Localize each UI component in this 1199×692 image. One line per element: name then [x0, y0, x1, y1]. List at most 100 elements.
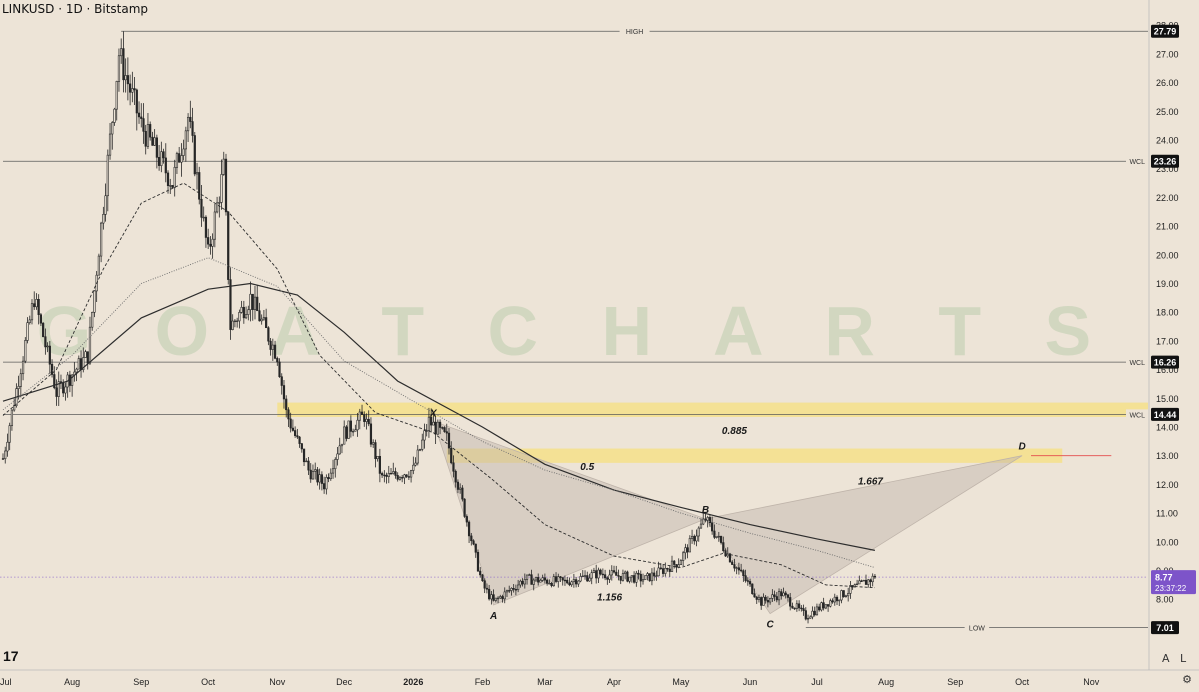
- candle: [648, 573, 651, 582]
- candle-body: [131, 88, 134, 93]
- candle-body: [731, 561, 734, 565]
- candle: [282, 379, 286, 409]
- candle: [4, 446, 7, 464]
- candle-body: [586, 575, 589, 582]
- x-tick-label: May: [672, 677, 690, 687]
- candle: [775, 592, 778, 603]
- candle-body: [363, 414, 366, 422]
- candle-body: [46, 345, 49, 348]
- candle: [405, 474, 408, 478]
- candles-group[interactable]: [1, 31, 877, 624]
- candle-body: [84, 351, 87, 358]
- candle: [158, 144, 161, 171]
- y-tick-label: 15.00: [1156, 394, 1179, 404]
- candle: [17, 375, 20, 400]
- candle-body: [748, 581, 752, 585]
- candle: [24, 337, 27, 364]
- candle: [213, 203, 216, 248]
- candle-body: [661, 568, 665, 574]
- candle-body: [39, 314, 43, 324]
- supply-zone-1[interactable]: [446, 448, 1063, 463]
- candle-body: [496, 597, 500, 600]
- candle-body: [869, 579, 872, 583]
- candle-body: [102, 214, 105, 224]
- candle-body: [708, 517, 712, 524]
- candle-body: [452, 462, 455, 472]
- candle: [325, 474, 328, 495]
- candle: [835, 595, 839, 606]
- candle: [247, 305, 250, 321]
- candle-body: [459, 487, 462, 490]
- pattern-triangle-xab[interactable]: [432, 420, 707, 606]
- candle-body: [213, 211, 216, 240]
- pattern-triangle-bcd[interactable]: [704, 455, 1023, 615]
- candle-body: [744, 575, 747, 581]
- candle: [227, 211, 230, 285]
- gear-icon[interactable]: ⚙: [1182, 674, 1192, 686]
- candle: [432, 412, 435, 426]
- candle-body: [71, 374, 74, 386]
- candle: [561, 577, 564, 586]
- candle-body: [88, 326, 92, 364]
- candle-body: [646, 573, 649, 576]
- candle-body: [48, 345, 51, 365]
- candle: [603, 569, 607, 581]
- candle-body: [523, 579, 526, 585]
- candle: [871, 573, 874, 587]
- candle-body: [434, 421, 437, 435]
- candle-body: [606, 577, 609, 580]
- candle-body: [855, 583, 859, 586]
- candle-body: [599, 569, 602, 575]
- candle-body: [122, 48, 125, 81]
- candle-body: [380, 473, 384, 476]
- candle-body: [356, 419, 359, 431]
- candle: [137, 101, 141, 124]
- moving-average-solid[interactable]: [2, 282, 876, 551]
- candle: [236, 317, 239, 328]
- candle-body: [37, 299, 40, 315]
- candle-body: [762, 596, 765, 606]
- moving-average-dotted[interactable]: [2, 257, 876, 569]
- candle-body: [10, 409, 14, 426]
- candle: [195, 162, 199, 190]
- y-tick-label: 20.00: [1156, 250, 1179, 260]
- candle-body: [57, 381, 60, 397]
- candle: [583, 570, 587, 580]
- candle: [499, 594, 502, 599]
- auto-scale-button[interactable]: A: [1162, 652, 1170, 665]
- candle: [563, 575, 567, 586]
- candle-body: [222, 158, 225, 175]
- candle-body: [423, 430, 426, 441]
- candle: [242, 300, 245, 324]
- candle: [624, 570, 627, 580]
- candle-body: [479, 570, 482, 576]
- candle: [240, 300, 243, 314]
- candle: [215, 196, 219, 214]
- candle-body: [323, 483, 326, 490]
- candle-body: [365, 418, 368, 422]
- candle: [380, 471, 384, 479]
- candle: [539, 578, 542, 583]
- candle-body: [249, 293, 252, 311]
- x-tick-label: Jul: [0, 677, 12, 687]
- candle-body: [247, 309, 250, 315]
- candle-body: [396, 475, 399, 480]
- candle: [771, 589, 774, 602]
- supply-zone-0[interactable]: [277, 402, 1148, 417]
- candle-body: [238, 312, 241, 322]
- candle-body: [91, 312, 94, 328]
- candle: [387, 465, 390, 484]
- chart-title: LINKUSD · 1D · Bitstamp: [2, 2, 149, 16]
- pattern-ratio-3: 1.667: [858, 476, 883, 487]
- candle-body: [360, 411, 364, 416]
- harmonic-pattern[interactable]: [432, 420, 1023, 615]
- candle: [619, 575, 622, 585]
- y-tick-label: 21.00: [1156, 222, 1179, 232]
- candle: [334, 457, 337, 478]
- candle-body: [813, 610, 816, 616]
- log-scale-button[interactable]: L: [1180, 652, 1187, 665]
- candle-body: [124, 75, 127, 81]
- candle-body: [588, 577, 591, 582]
- x-tick-label: Oct: [1015, 677, 1030, 687]
